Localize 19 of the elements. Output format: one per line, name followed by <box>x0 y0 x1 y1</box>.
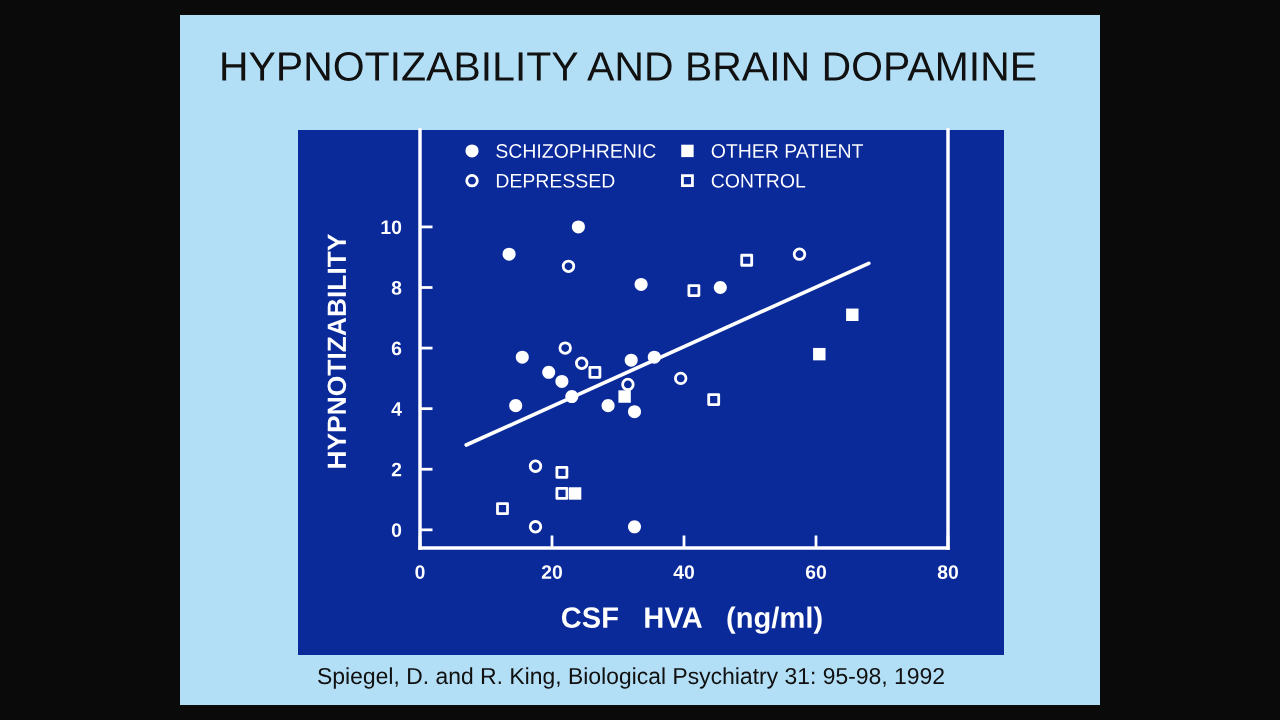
y-tick-label: 10 <box>381 220 402 235</box>
legend-label: SCHIZOPHRENIC <box>496 144 656 158</box>
legend-label: OTHER PATIENT <box>711 144 864 158</box>
y-tick-label: 6 <box>391 341 402 356</box>
x-axis-title: CSF HVA (ng/ml) <box>561 606 822 634</box>
x-tick-label: 40 <box>673 565 695 579</box>
chart-title: HYPNOTIZABILITY AND BRAIN DOPAMINE <box>222 51 1036 81</box>
y-axis-title: HYPNOTIZABILITY <box>327 233 347 468</box>
y-tick-label: 0 <box>391 523 402 538</box>
legend-label: CONTROL <box>711 173 806 188</box>
x-tick-label: 60 <box>805 565 827 579</box>
text: Spiegel, D. and R. King, Biological Psychiatry 31: 95-98, 1992 <box>318 667 944 689</box>
legend-label: DEPRESSED <box>496 173 615 188</box>
x-tick-label: 0 <box>415 565 425 579</box>
y-tick-label: 8 <box>391 280 402 295</box>
y-tick-label: 2 <box>391 462 402 477</box>
x-tick-label: 80 <box>937 565 959 579</box>
x-tick-label: 20 <box>541 565 563 579</box>
y-tick-label: 4 <box>391 402 402 416</box>
